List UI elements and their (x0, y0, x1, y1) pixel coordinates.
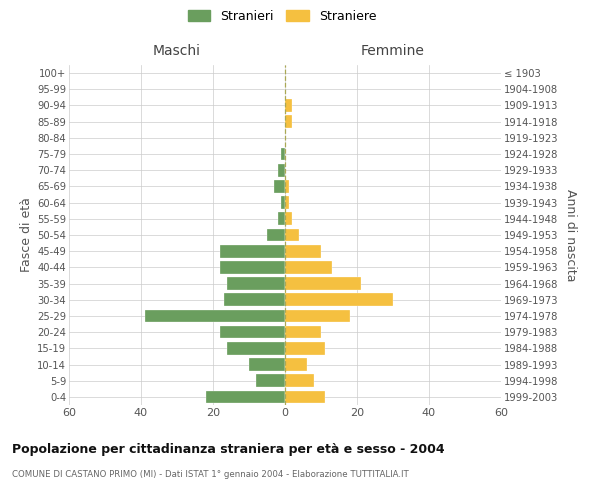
Text: Femmine: Femmine (361, 44, 425, 58)
Bar (285, 278, 361, 290)
Bar (285, 390, 325, 403)
Bar (285, 374, 314, 387)
Bar (285, 326, 321, 338)
Bar (285, 261, 332, 274)
Bar (227, 342, 285, 354)
Bar (285, 180, 289, 192)
Bar (249, 358, 285, 371)
Bar (285, 358, 307, 371)
Bar (206, 390, 285, 403)
Bar (285, 212, 292, 225)
Bar (224, 294, 285, 306)
Bar (256, 374, 285, 387)
Bar (285, 342, 325, 354)
Text: Maschi: Maschi (153, 44, 201, 58)
Bar (285, 116, 292, 128)
Legend: Stranieri, Straniere: Stranieri, Straniere (184, 6, 380, 26)
Y-axis label: Fasce di età: Fasce di età (20, 198, 33, 272)
Bar (274, 180, 285, 192)
Bar (285, 245, 321, 258)
Bar (220, 261, 285, 274)
Y-axis label: Anni di nascita: Anni di nascita (564, 188, 577, 281)
Bar (285, 99, 292, 112)
Text: Popolazione per cittadinanza straniera per età e sesso - 2004: Popolazione per cittadinanza straniera p… (12, 442, 445, 456)
Bar (220, 326, 285, 338)
Bar (281, 148, 285, 160)
Bar (285, 228, 299, 241)
Bar (285, 310, 350, 322)
Bar (285, 196, 289, 209)
Bar (278, 212, 285, 225)
Bar (281, 196, 285, 209)
Bar (220, 245, 285, 258)
Text: COMUNE DI CASTANO PRIMO (MI) - Dati ISTAT 1° gennaio 2004 - Elaborazione TUTTITA: COMUNE DI CASTANO PRIMO (MI) - Dati ISTA… (12, 470, 409, 479)
Bar (267, 228, 285, 241)
Bar (278, 164, 285, 176)
Bar (145, 310, 285, 322)
Bar (227, 278, 285, 290)
Bar (285, 294, 393, 306)
